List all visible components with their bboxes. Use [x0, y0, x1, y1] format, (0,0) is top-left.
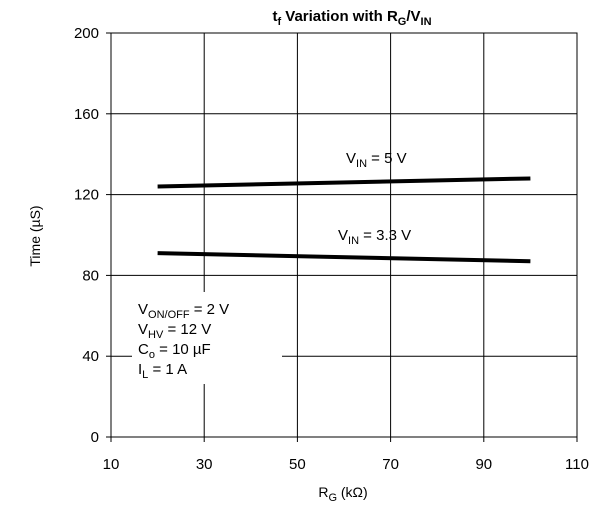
condition-von-off: VON/OFF = 2 V — [138, 301, 229, 321]
y-tick-label: 200 — [74, 25, 99, 42]
x-tick-label: 30 — [196, 456, 213, 473]
y-tick-label: 0 — [91, 429, 99, 446]
conditions-background — [132, 292, 282, 384]
series-group — [157, 176, 531, 264]
y-tick-label: 120 — [74, 187, 99, 204]
y-axis-label: Time (µS) — [27, 205, 43, 266]
x-tick-labels: 10 30 50 70 90 110 — [103, 456, 589, 473]
y-tick-labels: 0 40 80 120 160 200 — [74, 25, 99, 446]
y-tick-label: 40 — [82, 348, 99, 365]
chart-title: tf Variation with RG/VIN — [272, 8, 431, 28]
x-tick-label: 110 — [565, 456, 589, 473]
condition-co: Co = 10 µF — [138, 341, 211, 361]
plot-frame — [110, 32, 578, 438]
series-label-vin-3-3v: VIN = 3.3 V — [338, 227, 411, 247]
condition-il: IL = 1 A — [138, 361, 187, 381]
x-tick-label: 70 — [382, 456, 399, 473]
series-label-vin-5v: VIN = 5 V — [346, 150, 407, 170]
test-conditions: VON/OFF = 2 V VHV = 12 V Co = 10 µF IL =… — [138, 301, 229, 381]
x-axis-label: RG (kΩ) — [318, 484, 367, 504]
series-line-1 — [157, 251, 531, 264]
y-tick-label: 160 — [74, 106, 99, 123]
series-line-0 — [157, 176, 531, 189]
condition-vhv: VHV = 12 V — [138, 321, 211, 341]
x-tick-label: 10 — [103, 456, 120, 473]
x-tick-label: 90 — [475, 456, 492, 473]
y-tick-label: 80 — [82, 267, 99, 284]
x-tick-label: 50 — [289, 456, 306, 473]
